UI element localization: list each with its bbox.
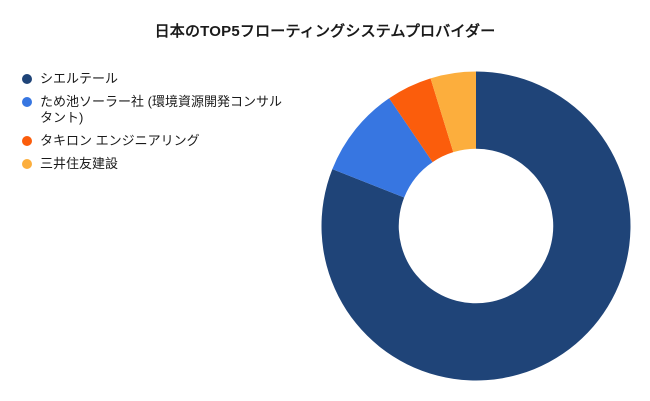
legend-item-1: ため池ソーラー社 (環境資源開発コンサルタント) [22, 94, 292, 126]
chart-title: 日本のTOP5フローティングシステムプロバイダー [154, 23, 496, 40]
legend-label: タキロン エンジニアリング [40, 133, 200, 148]
legend-item-3: 三井住友建設 [22, 156, 292, 172]
legend-item-2: タキロン エンジニアリング [22, 133, 292, 149]
legend-swatch-icon [22, 97, 32, 107]
legend-item-0: シエルテール [22, 71, 292, 87]
legend-label: 三井住友建設 [40, 156, 119, 171]
donut-segment-0 [321, 71, 631, 381]
legend-swatch-icon [22, 74, 32, 84]
legend-label: シエルテール [40, 71, 119, 86]
donut-segment-2 [389, 78, 454, 163]
legend-label: ため池ソーラー社 (環境資源開発コンサルタント) [40, 94, 282, 125]
donut-segment-3 [430, 71, 476, 153]
donut-segment-1 [332, 98, 433, 198]
legend-swatch-icon [22, 136, 32, 146]
legend-swatch-icon [22, 159, 32, 169]
chart-legend: シエルテールため池ソーラー社 (環境資源開発コンサルタント) タキロン エンジニア… [22, 71, 292, 172]
